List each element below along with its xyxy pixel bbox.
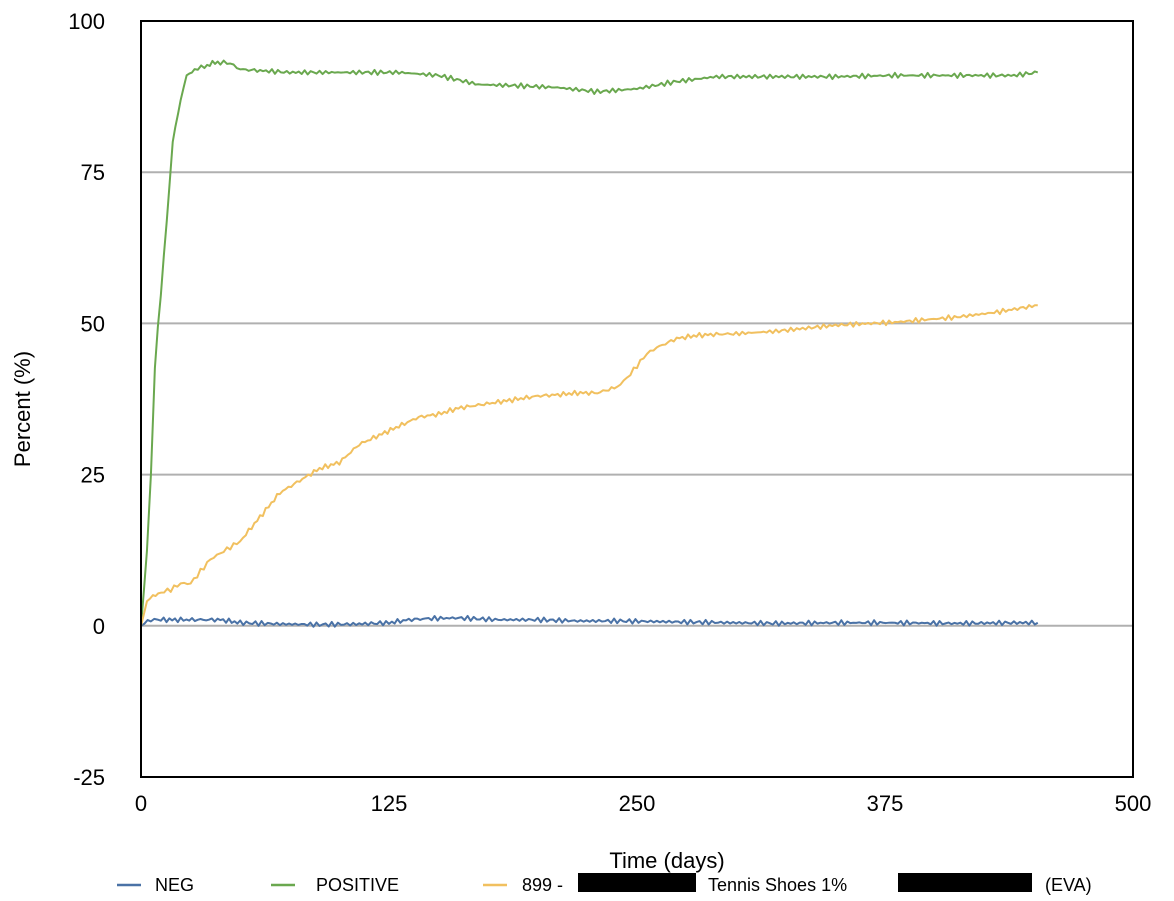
legend-label-899-suffix: (EVA) [1045, 875, 1092, 895]
y-tick-label: -25 [73, 765, 105, 790]
series-line-positive [140, 59, 1039, 626]
legend: NEG POSITIVE 899 - Tennis Shoes 1% (EVA) [117, 873, 1092, 895]
x-axis-ticks: 0 125 250 375 500 [135, 791, 1151, 816]
series-line-899 [140, 304, 1038, 627]
series-lines [140, 59, 1039, 628]
x-tick-label: 500 [1115, 791, 1152, 816]
x-tick-label: 0 [135, 791, 147, 816]
legend-label-positive: POSITIVE [316, 875, 399, 895]
legend-redaction-box-2 [898, 873, 1032, 892]
y-tick-label: 0 [93, 614, 105, 639]
y-tick-label: 100 [68, 9, 105, 34]
x-axis-title: Time (days) [609, 848, 724, 873]
legend-label-neg: NEG [155, 875, 194, 895]
legend-label-899-prefix: 899 - [522, 875, 563, 895]
x-tick-label: 125 [371, 791, 408, 816]
plot-frame [140, 20, 1134, 778]
y-tick-label: 75 [81, 160, 105, 185]
y-tick-label: 25 [81, 463, 105, 488]
x-tick-label: 375 [867, 791, 904, 816]
x-tick-label: 250 [619, 791, 656, 816]
y-axis-ticks: -25 0 25 50 75 100 [68, 9, 105, 790]
y-axis-title: Percent (%) [10, 351, 35, 467]
legend-redaction-box-1 [578, 873, 696, 892]
y-tick-label: 50 [81, 311, 105, 336]
gridlines [141, 171, 1133, 627]
series-line-neg [140, 614, 1039, 628]
legend-label-899-middle: Tennis Shoes 1% [708, 875, 847, 895]
